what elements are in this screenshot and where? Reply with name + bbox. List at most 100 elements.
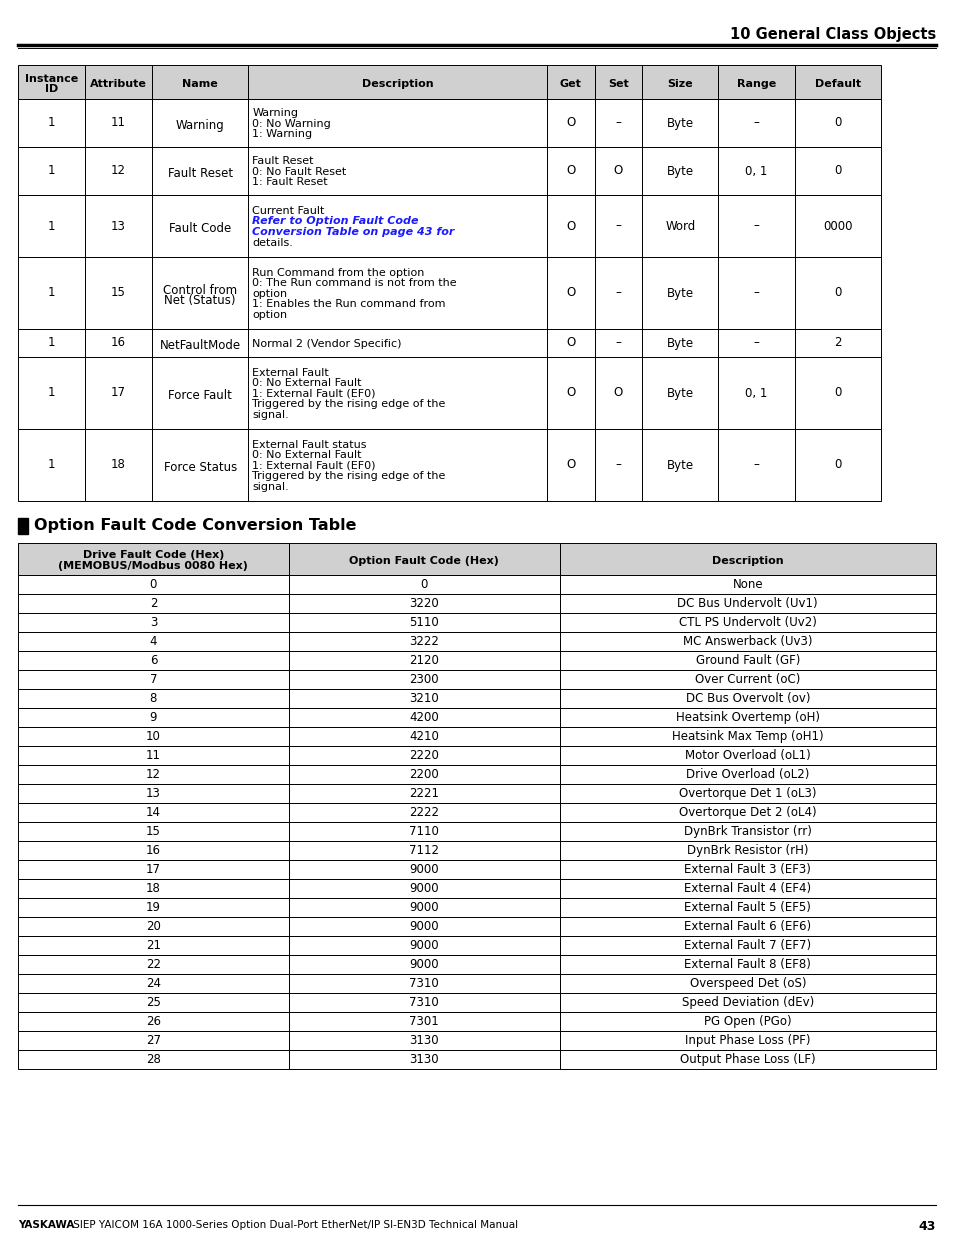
Text: Force Fault: Force Fault: [168, 389, 232, 401]
Text: 4: 4: [150, 635, 157, 648]
Text: –: –: [753, 116, 759, 130]
Text: Name: Name: [182, 79, 218, 89]
Text: Over Current (oC): Over Current (oC): [695, 673, 800, 685]
Bar: [152, 147, 248, 195]
Text: Refer to Option Fault Code: Refer to Option Fault Code: [253, 216, 418, 226]
Text: Warning: Warning: [175, 119, 224, 132]
Bar: [248, 329, 546, 357]
Bar: [18, 257, 85, 329]
Bar: [152, 429, 248, 501]
Bar: [546, 65, 594, 99]
Text: 11: 11: [146, 748, 161, 762]
Text: 22: 22: [146, 958, 161, 971]
Bar: [18, 543, 289, 576]
Bar: [18, 746, 289, 764]
Bar: [152, 195, 248, 257]
Text: NetFaultMode: NetFaultMode: [159, 338, 240, 352]
Bar: [152, 329, 248, 357]
Bar: [546, 257, 594, 329]
Text: 0: 0: [833, 116, 841, 130]
Text: DC Bus Overvolt (ov): DC Bus Overvolt (ov): [685, 692, 809, 705]
Text: External Fault 8 (EF8): External Fault 8 (EF8): [683, 958, 810, 971]
Text: Current Fault: Current Fault: [253, 206, 324, 216]
Text: PG Open (PGo): PG Open (PGo): [703, 1015, 791, 1028]
Text: 5110: 5110: [409, 616, 438, 629]
Bar: [794, 99, 880, 147]
Bar: [641, 357, 718, 429]
Text: SIEP YAICOM 16A 1000-Series Option Dual-Port EtherNet/IP SI-EN3D Technical Manua: SIEP YAICOM 16A 1000-Series Option Dual-…: [70, 1220, 517, 1230]
Text: –: –: [615, 336, 620, 350]
Bar: [559, 632, 935, 651]
Text: 0: No Fault Reset: 0: No Fault Reset: [253, 167, 346, 177]
Text: Drive Fault Code (Hex): Drive Fault Code (Hex): [83, 550, 224, 559]
Text: 28: 28: [146, 1053, 161, 1066]
Bar: [18, 632, 289, 651]
Text: 1: Enables the Run command from: 1: Enables the Run command from: [253, 299, 445, 309]
Bar: [546, 99, 594, 147]
Text: 0: 0: [833, 164, 841, 178]
Text: 20: 20: [146, 920, 161, 932]
Text: 16: 16: [111, 336, 126, 350]
Bar: [85, 329, 152, 357]
Bar: [559, 993, 935, 1011]
Text: Motor Overload (oL1): Motor Overload (oL1): [684, 748, 810, 762]
Bar: [18, 195, 85, 257]
Text: Option Fault Code Conversion Table: Option Fault Code Conversion Table: [34, 517, 356, 534]
Bar: [248, 195, 546, 257]
Bar: [594, 65, 641, 99]
Text: 9000: 9000: [409, 920, 438, 932]
Text: 9: 9: [150, 711, 157, 724]
Text: Fault Code: Fault Code: [169, 222, 232, 235]
Text: DynBrk Resistor (rH): DynBrk Resistor (rH): [686, 844, 808, 857]
Text: 7310: 7310: [409, 977, 438, 990]
Text: 4210: 4210: [409, 730, 438, 743]
Text: Overtorque Det 2 (oL4): Overtorque Det 2 (oL4): [679, 806, 816, 819]
Text: YASKAWA: YASKAWA: [18, 1220, 74, 1230]
Text: Word: Word: [664, 220, 695, 232]
Text: 0: No External Fault: 0: No External Fault: [253, 451, 361, 461]
Bar: [248, 357, 546, 429]
Bar: [18, 784, 289, 803]
Bar: [718, 99, 794, 147]
Bar: [718, 65, 794, 99]
Text: 15: 15: [146, 825, 161, 839]
Text: 1: 1: [48, 164, 55, 178]
Bar: [559, 576, 935, 594]
Text: 0: The Run command is not from the: 0: The Run command is not from the: [253, 278, 456, 288]
Text: Byte: Byte: [666, 458, 693, 472]
Bar: [85, 65, 152, 99]
Text: 43: 43: [918, 1220, 935, 1233]
Bar: [289, 594, 559, 613]
Bar: [248, 429, 546, 501]
Text: O: O: [613, 164, 622, 178]
Bar: [546, 329, 594, 357]
Text: Size: Size: [667, 79, 693, 89]
Text: Conversion Table on page 43 for: Conversion Table on page 43 for: [253, 227, 455, 237]
Bar: [546, 357, 594, 429]
Bar: [18, 576, 289, 594]
Bar: [794, 195, 880, 257]
Text: 1: Fault Reset: 1: Fault Reset: [253, 178, 328, 188]
Text: 1: 1: [48, 336, 55, 350]
Text: 2220: 2220: [409, 748, 438, 762]
Bar: [18, 955, 289, 974]
Text: DC Bus Undervolt (Uv1): DC Bus Undervolt (Uv1): [677, 597, 818, 610]
Text: O: O: [565, 458, 575, 472]
Bar: [18, 764, 289, 784]
Bar: [559, 746, 935, 764]
Bar: [559, 613, 935, 632]
Text: External Fault status: External Fault status: [253, 440, 367, 450]
Bar: [559, 594, 935, 613]
Text: Description: Description: [711, 556, 782, 566]
Text: External Fault: External Fault: [253, 368, 329, 378]
Text: 7112: 7112: [409, 844, 438, 857]
Bar: [18, 879, 289, 898]
Text: –: –: [753, 336, 759, 350]
Text: 2300: 2300: [409, 673, 438, 685]
Text: O: O: [565, 164, 575, 178]
Bar: [289, 918, 559, 936]
Bar: [18, 823, 289, 841]
Bar: [594, 195, 641, 257]
Bar: [18, 1050, 289, 1070]
Bar: [18, 671, 289, 689]
